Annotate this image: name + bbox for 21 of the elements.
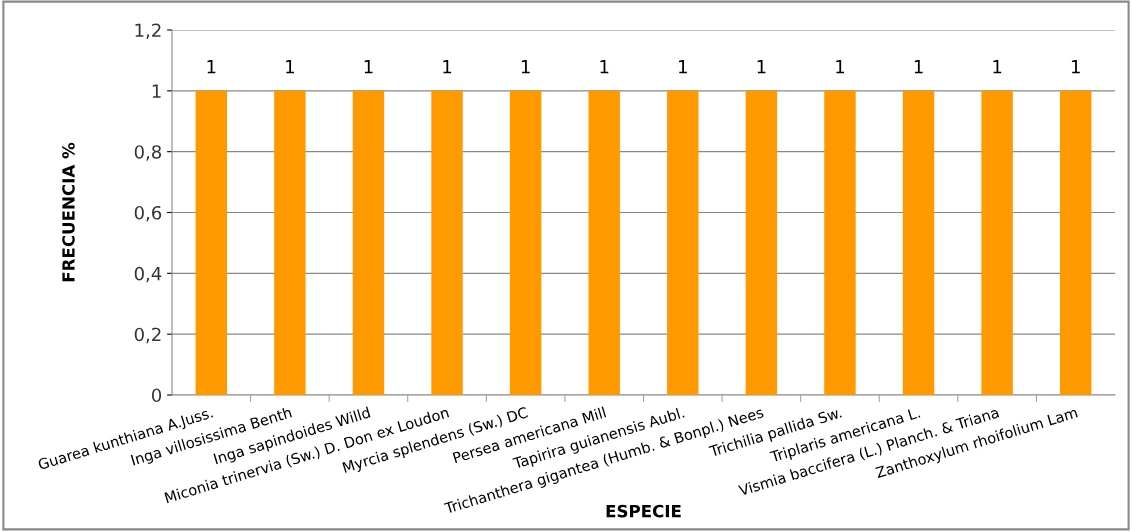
y-tick-label: 1: [152, 84, 161, 98]
data-label: 1: [207, 60, 216, 74]
data-label: 1: [521, 60, 530, 74]
y-axis-title: FRECUENCIA %: [62, 142, 75, 282]
data-label: 1: [679, 60, 687, 74]
x-axis-title: ESPECIE: [606, 504, 681, 518]
y-tick-label: 1,2: [135, 23, 161, 39]
y-tick-label: 0,8: [134, 145, 162, 161]
data-label: 1: [443, 60, 452, 74]
data-label: 1: [836, 60, 845, 74]
y-tick-label: 0: [151, 388, 162, 403]
data-label: 1: [993, 60, 1002, 74]
data-label: 1: [286, 60, 294, 74]
data-label: 1: [600, 60, 609, 74]
y-tick-label: 0,6: [134, 205, 162, 222]
data-label: 1: [1071, 60, 1080, 74]
data-label: 1: [914, 60, 923, 74]
y-tick-label: 0,4: [134, 266, 162, 283]
data-label: 1: [364, 60, 373, 74]
y-tick-label: 0,2: [134, 327, 161, 344]
data-label: 1: [757, 60, 766, 74]
